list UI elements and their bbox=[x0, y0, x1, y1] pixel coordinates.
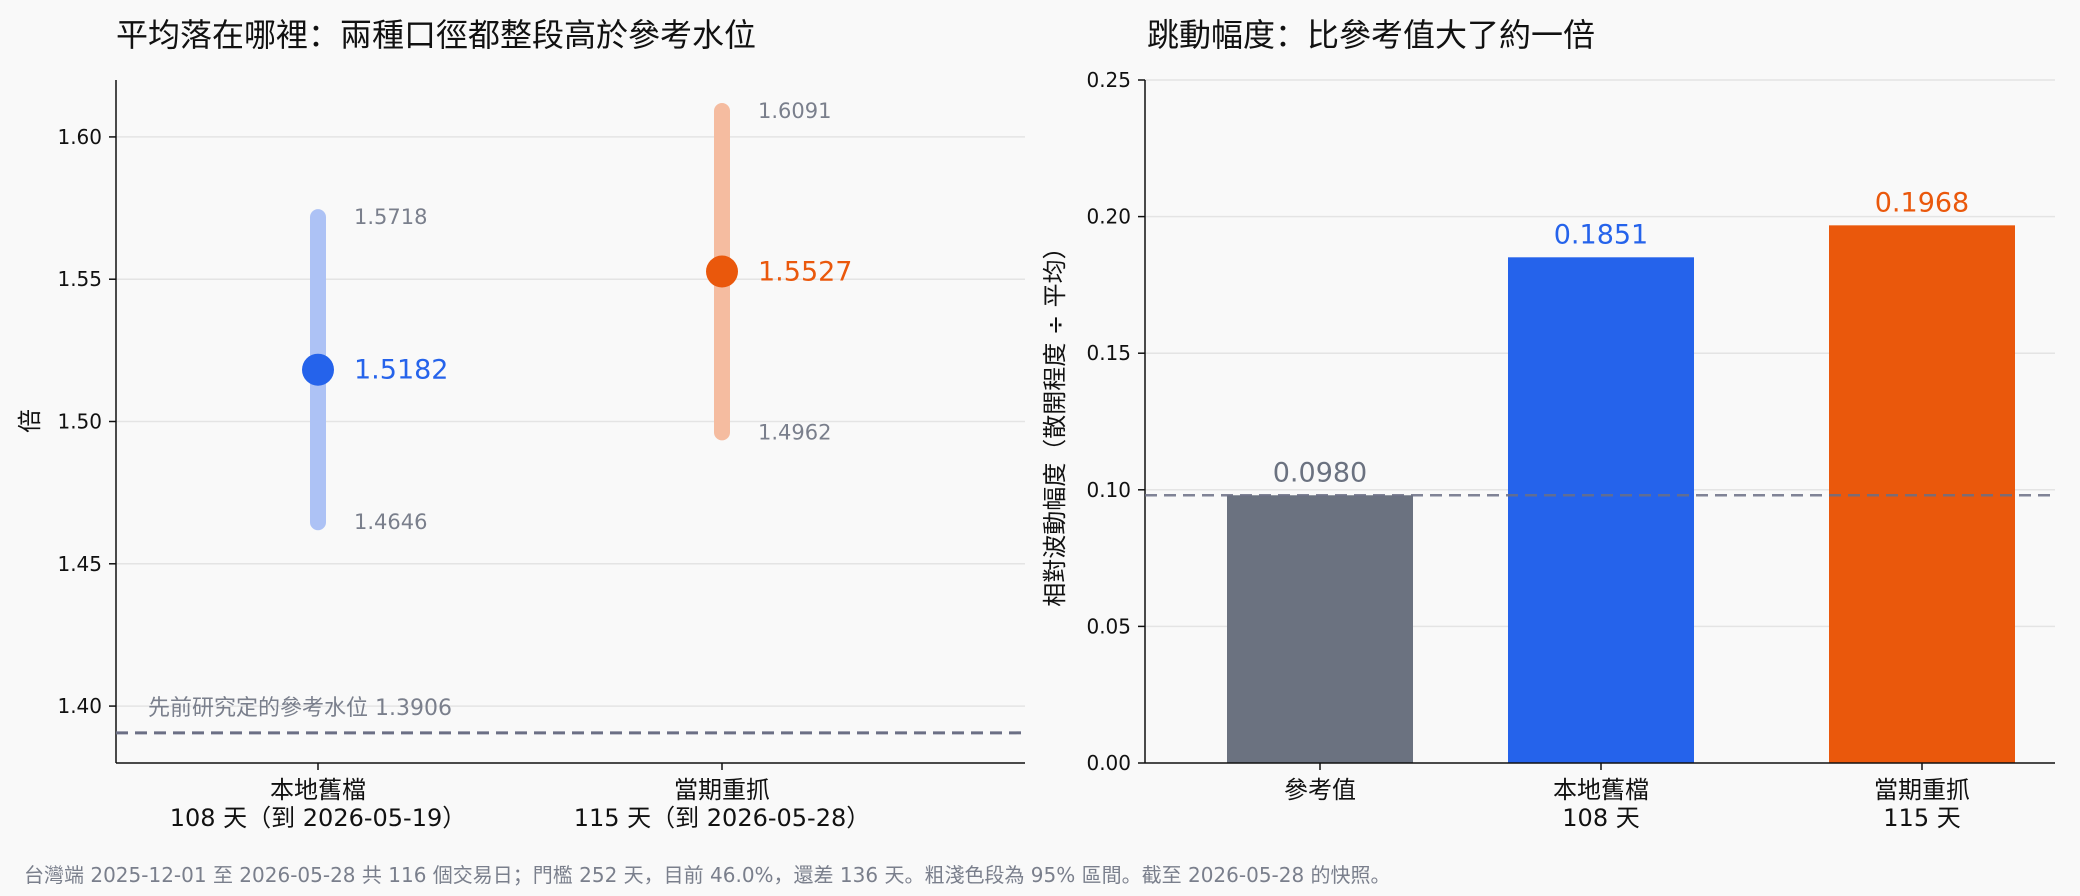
right-y-tick-label: 0.00 bbox=[1086, 751, 1131, 775]
footer-note: 台灣端 2025-12-01 至 2026-05-28 共 116 個交易日；門… bbox=[24, 863, 1391, 887]
left-y-tick-label: 1.50 bbox=[57, 410, 102, 434]
interval-high-label: 1.5718 bbox=[354, 205, 427, 229]
left-y-tick-label: 1.55 bbox=[57, 267, 102, 291]
right-chart-title: 跳動幅度：比參考值大了約一倍 bbox=[1147, 16, 1595, 54]
right-y-tick-label: 0.20 bbox=[1086, 205, 1131, 229]
left-y-tick-label: 1.45 bbox=[57, 552, 102, 576]
left-x-tick-label: 當期重抓 bbox=[674, 776, 770, 804]
right-x-tick-label: 當期重抓 bbox=[1874, 776, 1970, 804]
bar bbox=[1227, 495, 1413, 763]
interval-low-label: 1.4962 bbox=[758, 420, 831, 444]
right-x-tick-sublabel: 108 天 bbox=[1562, 804, 1639, 832]
right-y-tick-label: 0.05 bbox=[1086, 614, 1131, 638]
bar-value-label: 0.1851 bbox=[1554, 219, 1648, 250]
right-y-tick-label: 0.10 bbox=[1086, 478, 1131, 502]
mean-value-label: 1.5182 bbox=[354, 355, 448, 386]
left-reference-label: 先前研究定的參考水位 1.3906 bbox=[148, 696, 452, 721]
interval-high-label: 1.6091 bbox=[758, 99, 831, 123]
bar-value-label: 0.0980 bbox=[1273, 457, 1367, 488]
left-y-tick-label: 1.60 bbox=[57, 125, 102, 149]
left-y-tick-label: 1.40 bbox=[57, 694, 102, 718]
left-x-tick-sublabel: 108 天（到 2026-05-19） bbox=[170, 804, 467, 832]
right-x-tick-label: 參考值 bbox=[1284, 776, 1356, 804]
right-chart: 跳動幅度：比參考值大了約一倍 0.0980 0.1851 0.1968 0.00 0.… bbox=[1041, 16, 2055, 832]
right-x-tick-label: 本地舊檔 bbox=[1553, 776, 1649, 804]
left-x-tick-sublabel: 115 天（到 2026-05-28） bbox=[574, 804, 871, 832]
left-chart-title: 平均落在哪裡：兩種口徑都整段高於參考水位 bbox=[116, 16, 756, 54]
right-y-tick-label: 0.25 bbox=[1086, 68, 1131, 92]
bar bbox=[1508, 257, 1694, 763]
right-x-tick-sublabel: 115 天 bbox=[1883, 804, 1960, 832]
mean-value-label: 1.5527 bbox=[758, 257, 852, 288]
left-chart: 平均落在哪裡：兩種口徑都整段高於參考水位 1.40 1.45 1.50 1.55 1.6… bbox=[16, 16, 1025, 832]
interval-low-label: 1.4646 bbox=[354, 510, 427, 534]
mean-point bbox=[302, 353, 334, 386]
mean-point bbox=[706, 255, 738, 288]
right-y-axis-label: 相對波動幅度（散開程度 ÷ 平均） bbox=[1041, 235, 1069, 606]
bar-value-label: 0.1968 bbox=[1875, 187, 1969, 218]
left-x-tick-label: 本地舊檔 bbox=[270, 776, 366, 804]
right-y-tick-label: 0.15 bbox=[1086, 341, 1131, 365]
left-y-axis-label: 倍 bbox=[16, 409, 44, 433]
